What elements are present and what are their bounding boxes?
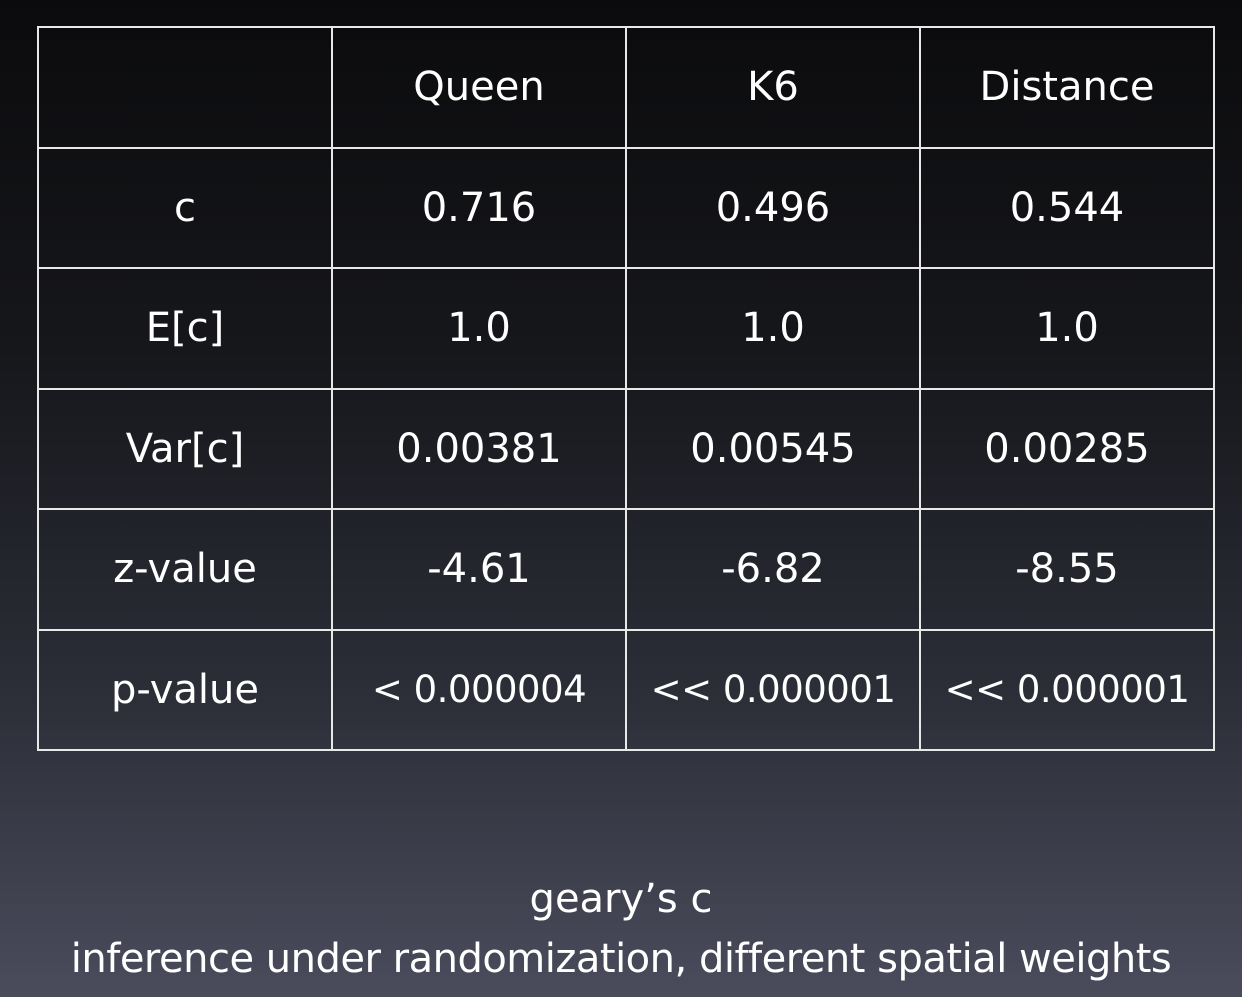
table-cell: 1.0 — [919, 267, 1215, 390]
row-label: E[c] — [37, 267, 333, 390]
table-cell: < 0.000004 — [331, 628, 627, 751]
table-cell: 1.0 — [331, 267, 627, 390]
table-row: Var[c] 0.00381 0.00545 0.00285 — [37, 387, 1215, 510]
table-cell: 1.0 — [625, 267, 921, 390]
row-label: Var[c] — [37, 387, 333, 510]
table-cell: 0.00381 — [331, 387, 627, 510]
table-cell: 0.00545 — [625, 387, 921, 510]
table-row: p-value < 0.000004 << 0.000001 << 0.0000… — [37, 628, 1215, 751]
table-cell: << 0.000001 — [919, 628, 1215, 751]
table-row: c 0.716 0.496 0.544 — [37, 146, 1215, 269]
header-cell-empty — [37, 26, 333, 149]
table-cell: -6.82 — [625, 508, 921, 631]
table-cell: -8.55 — [919, 508, 1215, 631]
table-cell: 0.496 — [625, 146, 921, 269]
table-cell: 0.716 — [331, 146, 627, 269]
table-cell: 0.00285 — [919, 387, 1215, 510]
header-row: Queen K6 Distance — [37, 26, 1215, 149]
caption-subtitle: inference under randomization, different… — [70, 936, 1172, 982]
table-cell: -4.61 — [331, 508, 627, 631]
results-table: Queen K6 Distance c 0.716 0.496 0.544 E[… — [37, 26, 1215, 751]
table-cell: 0.544 — [919, 146, 1215, 269]
table-row: E[c] 1.0 1.0 1.0 — [37, 267, 1215, 390]
table-cell: << 0.000001 — [625, 628, 921, 751]
table-row: z-value -4.61 -6.82 -8.55 — [37, 508, 1215, 631]
row-label: c — [37, 146, 333, 269]
header-cell-queen: Queen — [331, 26, 627, 149]
row-label: z-value — [37, 508, 333, 631]
header-cell-distance: Distance — [919, 26, 1215, 149]
row-label: p-value — [37, 628, 333, 751]
header-cell-k6: K6 — [625, 26, 921, 149]
caption-title: geary’s c — [529, 876, 713, 922]
